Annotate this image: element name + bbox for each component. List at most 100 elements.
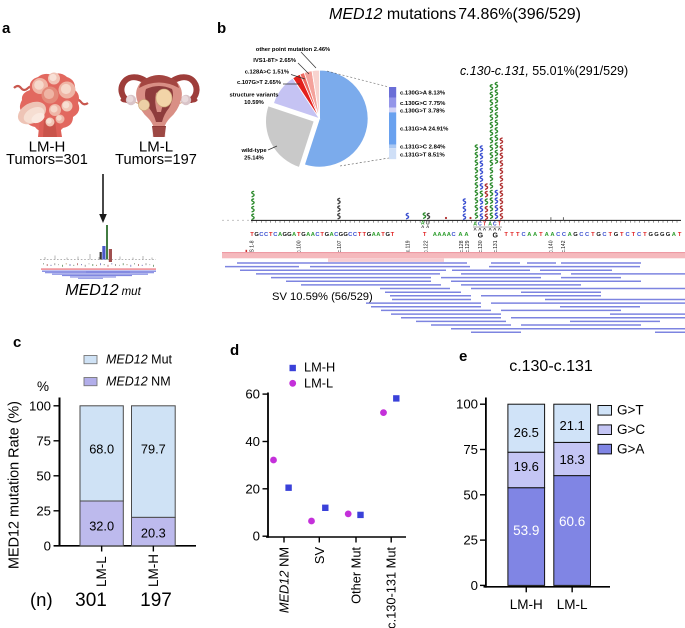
svg-text:^: ^: [478, 228, 482, 234]
svg-text:^: ^: [483, 228, 487, 234]
svg-text:A: A: [376, 232, 381, 238]
svg-text:C: C: [259, 232, 264, 238]
svg-text:A: A: [527, 232, 532, 238]
svg-text:T: T: [510, 232, 514, 238]
svg-text:A: A: [488, 221, 492, 227]
svg-text:T: T: [358, 232, 362, 238]
svg-text:G: G: [573, 232, 578, 238]
svg-text:G: G: [339, 232, 344, 238]
svg-text:IVS 1-8: IVS 1-8: [249, 240, 255, 257]
svg-text:Tumors=301: Tumors=301: [6, 152, 88, 168]
svg-text:A: A: [433, 232, 438, 238]
svg-text:c.142: c.142: [561, 240, 567, 252]
svg-text:c.122: c.122: [424, 240, 430, 252]
svg-text:T: T: [539, 232, 543, 238]
svg-text:21.1: 21.1: [559, 418, 584, 433]
svg-text:25: 25: [36, 503, 51, 518]
svg-text:20.3: 20.3: [141, 526, 166, 541]
svg-text:c.130G>A 8.13%: c.130G>A 8.13%: [400, 91, 446, 97]
svg-text:53.9: 53.9: [513, 523, 539, 538]
svg-text:^: ^: [498, 228, 502, 234]
svg-text:0: 0: [471, 578, 478, 593]
svg-text:%: %: [37, 379, 49, 394]
svg-text:C: C: [478, 221, 482, 227]
svg-text:^: ^: [488, 228, 492, 234]
svg-text:T: T: [516, 232, 520, 238]
svg-text:A: A: [421, 220, 425, 226]
svg-text:SV: SV: [312, 547, 327, 565]
svg-text:wild-type: wild-type: [240, 148, 267, 154]
svg-text:10.59%: 10.59%: [244, 100, 264, 106]
svg-text:C: C: [562, 232, 567, 238]
svg-text:IVS1-8T> 2.65%: IVS1-8T> 2.65%: [253, 58, 296, 64]
svg-text:T: T: [483, 221, 487, 227]
svg-text:c.130G>T 3.78%: c.130G>T 3.78%: [400, 108, 445, 114]
svg-text:LM-H: LM-H: [146, 554, 161, 587]
svg-text:75: 75: [36, 433, 51, 448]
svg-text:A: A: [550, 232, 555, 238]
svg-text:T: T: [620, 232, 624, 238]
svg-text:c.130G>C 7.75%: c.130G>C 7.75%: [400, 101, 446, 107]
svg-text:25.14%: 25.14%: [244, 156, 264, 162]
svg-text:G: G: [660, 232, 665, 238]
svg-text:50: 50: [36, 468, 51, 483]
svg-text:c.130-131 Mut: c.130-131 Mut: [384, 547, 399, 628]
svg-text:MED12 NM: MED12 NM: [277, 547, 292, 613]
svg-text:T: T: [269, 232, 273, 238]
svg-text:T: T: [297, 232, 301, 238]
svg-text:c.129: c.129: [465, 240, 471, 252]
svg-text:32.0: 32.0: [89, 519, 114, 534]
svg-text:d: d: [230, 342, 239, 359]
svg-text:LM-H: LM-H: [304, 360, 335, 375]
svg-text:G: G: [283, 232, 288, 238]
svg-text:G: G: [648, 232, 653, 238]
svg-text:A: A: [568, 232, 573, 238]
svg-text:75: 75: [463, 442, 478, 457]
svg-text:G: G: [325, 232, 330, 238]
svg-text:b: b: [217, 20, 226, 37]
svg-text:G: G: [301, 232, 306, 238]
svg-text:T: T: [250, 232, 254, 238]
svg-text:G: G: [426, 220, 430, 226]
svg-text:c: c: [13, 334, 21, 351]
svg-text:Tumors=197: Tumors=197: [115, 152, 197, 168]
svg-text:C: C: [315, 232, 320, 238]
svg-text:A: A: [311, 232, 316, 238]
svg-text:G: G: [254, 232, 259, 238]
svg-text:A: A: [473, 221, 477, 227]
svg-text:60: 60: [245, 387, 260, 402]
svg-text:A: A: [672, 232, 677, 238]
svg-text:G: G: [343, 232, 348, 238]
svg-text:T: T: [608, 232, 612, 238]
svg-text:301: 301: [75, 590, 107, 611]
svg-text:c.130: c.130: [478, 240, 484, 252]
svg-text:C: C: [556, 232, 561, 238]
svg-text:c.130-c.131, 55.01%(291/529): c.130-c.131, 55.01%(291/529): [460, 64, 628, 78]
svg-text:G: G: [385, 232, 390, 238]
svg-text:C: C: [264, 232, 269, 238]
svg-text:A: A: [442, 232, 447, 238]
svg-text:C: C: [348, 232, 353, 238]
svg-text:A: A: [533, 232, 538, 238]
svg-text:A: A: [278, 232, 283, 238]
svg-text:79.7: 79.7: [141, 442, 166, 457]
svg-text:a: a: [2, 20, 11, 37]
svg-text:c.128A>C 1.51%: c.128A>C 1.51%: [245, 70, 289, 76]
svg-text:C: C: [334, 232, 339, 238]
svg-text:LM-H: LM-H: [510, 597, 543, 612]
svg-text:SV 10.59% (56/529): SV 10.59% (56/529): [272, 291, 373, 303]
svg-text:A: A: [306, 232, 311, 238]
svg-text:68.0: 68.0: [89, 442, 114, 457]
svg-text:T: T: [632, 232, 636, 238]
svg-text:LM-H: LM-H: [29, 139, 66, 156]
svg-text:A: A: [292, 232, 297, 238]
svg-text:A: A: [458, 232, 463, 238]
svg-text:C: C: [353, 232, 358, 238]
svg-text:G: G: [492, 232, 498, 239]
svg-text:25: 25: [463, 533, 478, 548]
svg-text:G: G: [614, 232, 619, 238]
svg-text:0: 0: [253, 529, 260, 544]
svg-text:c.131: c.131: [493, 240, 499, 252]
